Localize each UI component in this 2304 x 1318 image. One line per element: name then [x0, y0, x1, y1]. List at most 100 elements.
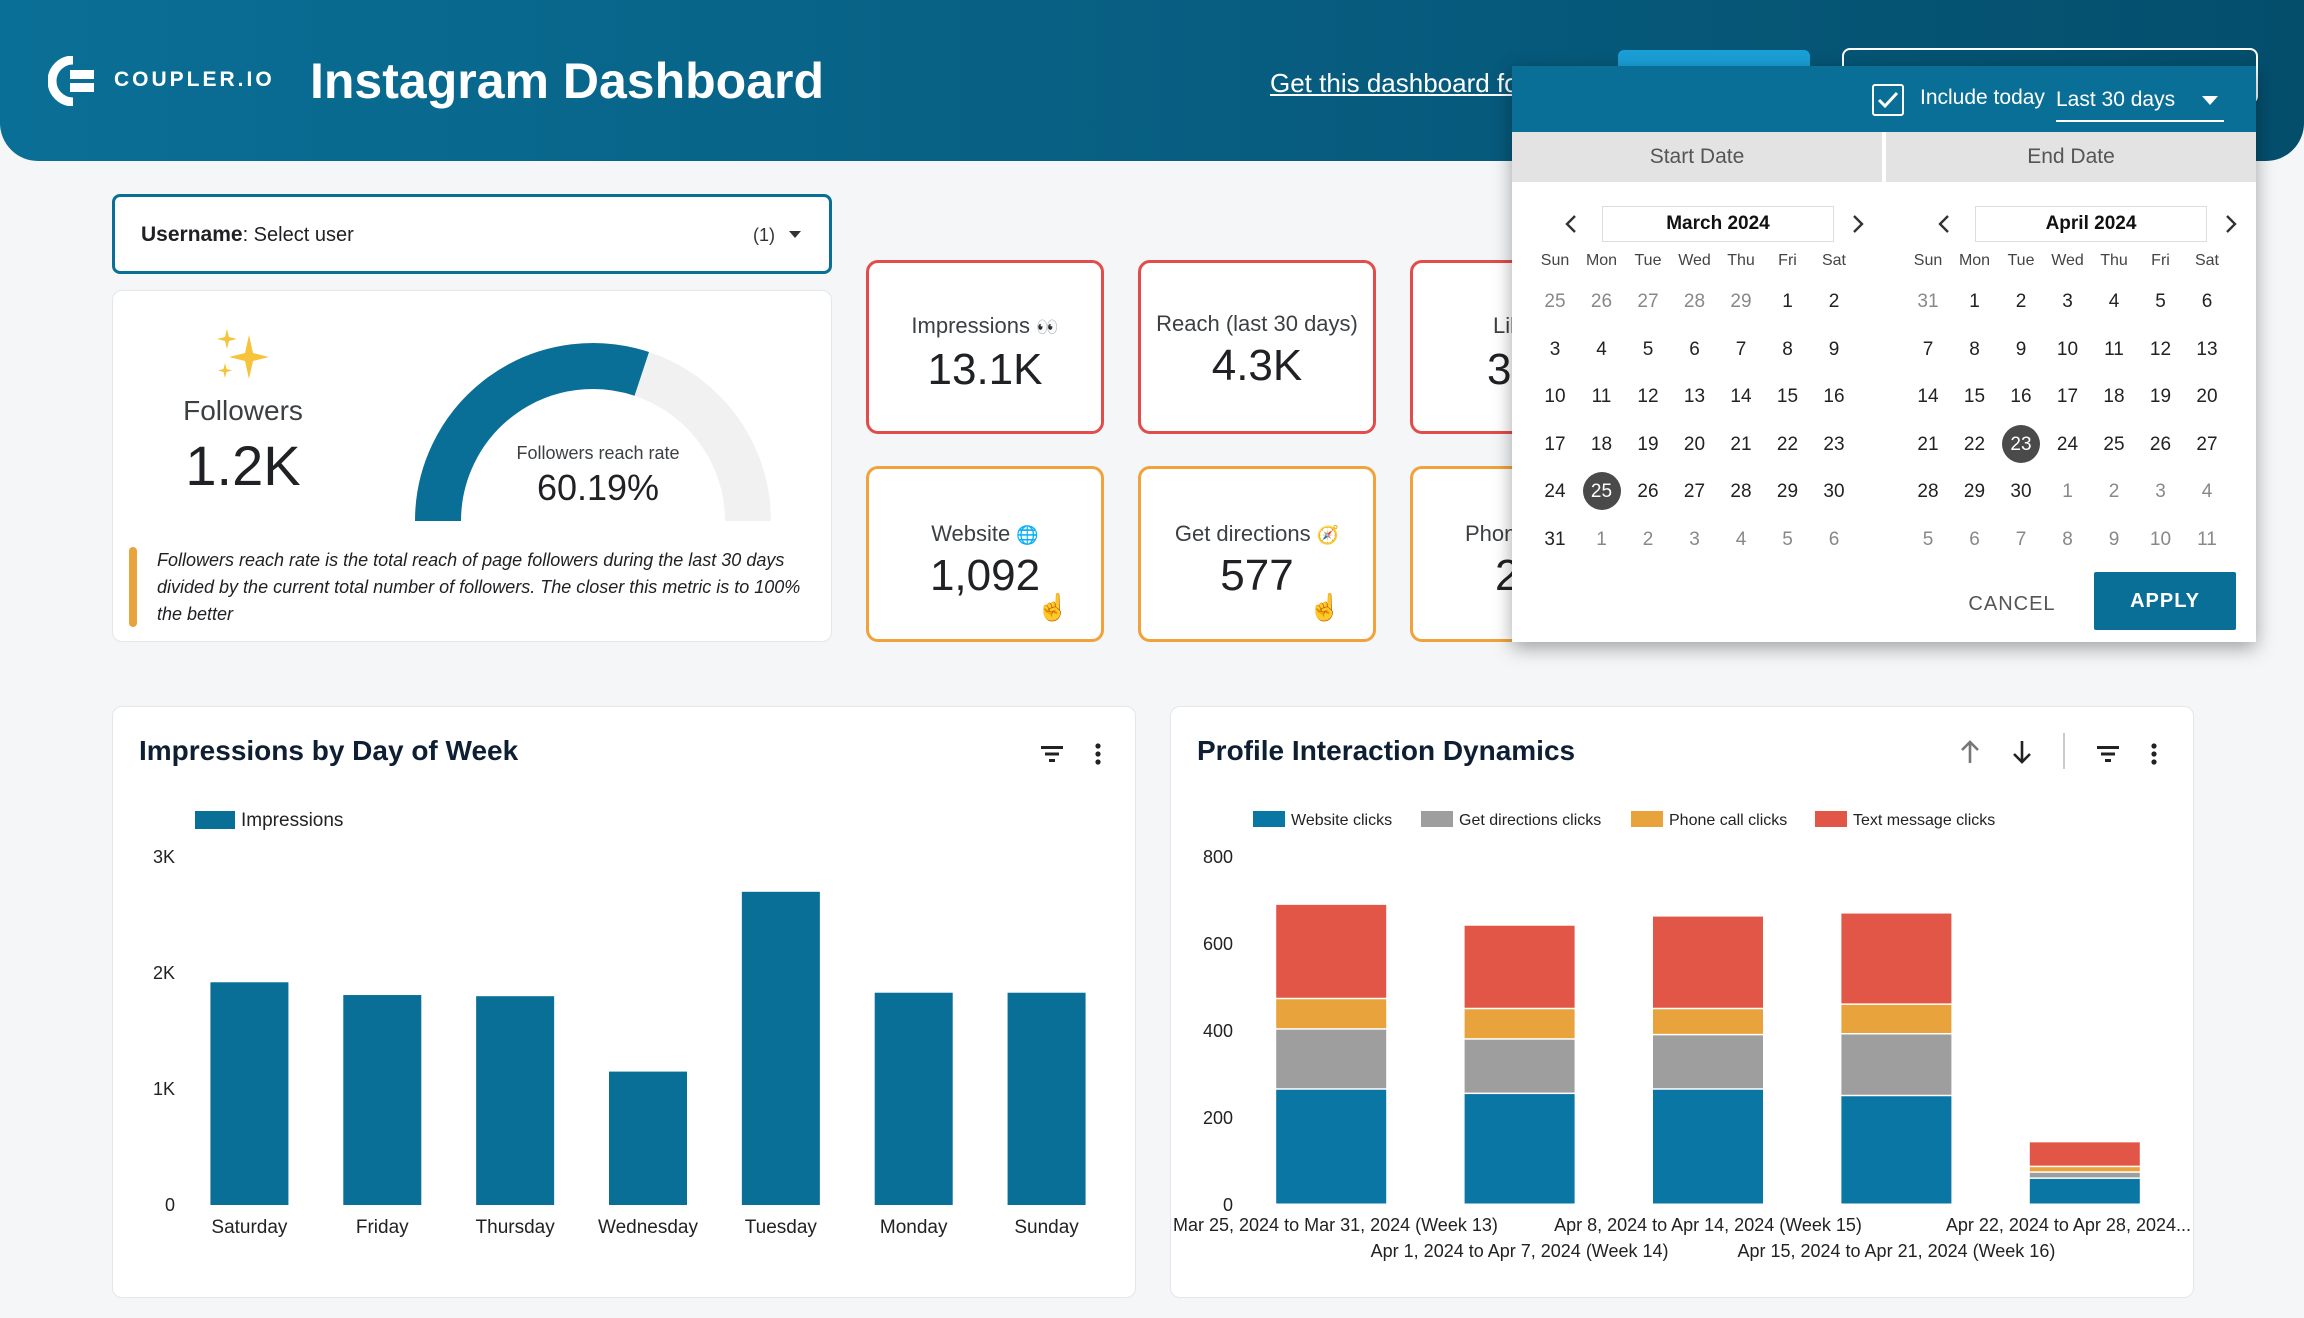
bar-segment[interactable] [1464, 1009, 1575, 1039]
tab-end-date[interactable]: End Date [1886, 132, 2256, 182]
calendar-day[interactable]: 26 [1637, 481, 1659, 502]
calendar-day[interactable]: 16 [1823, 386, 1845, 407]
calendar-day[interactable]: 27 [1637, 291, 1659, 312]
sort-ascending-icon[interactable] [1955, 737, 1985, 767]
range-select[interactable]: Last 30 days [2056, 88, 2176, 111]
sort-descending-icon[interactable] [2007, 737, 2037, 767]
calendar-day[interactable]: 23 [1998, 424, 2044, 463]
calendar-day[interactable]: 8 [2062, 528, 2073, 550]
calendar-day[interactable]: 10 [2149, 528, 2172, 550]
bar-impressions[interactable] [874, 992, 953, 1205]
calendar-day[interactable]: 17 [2056, 386, 2079, 407]
calendar-day[interactable]: 9 [2015, 338, 2027, 360]
bar-segment[interactable] [1464, 1039, 1575, 1093]
chevron-down-icon[interactable] [2202, 96, 2218, 105]
calendar-day[interactable]: 27 [1683, 481, 1706, 502]
calendar-day[interactable]: 31 [1544, 528, 1566, 550]
calendar-day[interactable]: 2 [1642, 528, 1654, 550]
bar-segment[interactable] [1276, 1089, 1387, 1204]
calendar-day[interactable]: 2 [2015, 291, 2027, 312]
calendar-day[interactable]: 28 [1917, 481, 1939, 502]
calendar-day[interactable]: 19 [1637, 433, 1659, 455]
calendar-day[interactable]: 16 [2010, 386, 2032, 407]
calendar-day[interactable]: 10 [2056, 338, 2079, 360]
calendar-day[interactable]: 6 [2201, 291, 2213, 312]
bar-segment[interactable] [1653, 916, 1763, 1008]
calendar-day[interactable]: 6 [1969, 528, 1980, 550]
calendar-day[interactable]: 29 [1730, 291, 1752, 312]
include-today-checkbox[interactable] [1872, 84, 1904, 116]
bar-segment[interactable] [1276, 999, 1387, 1029]
bar-segment[interactable] [1276, 1029, 1387, 1089]
calendar-day[interactable]: 21 [1917, 433, 1939, 455]
calendar-day[interactable]: 20 [1683, 433, 1706, 455]
calendar-day[interactable]: 14 [1917, 386, 1939, 407]
calendar-month-title[interactable]: April 2024 [1975, 206, 2207, 242]
calendar-day[interactable]: 31 [1917, 291, 1939, 312]
bar-segment[interactable] [1464, 925, 1575, 1008]
calendar-day[interactable]: 8 [1782, 338, 1793, 360]
calendar-day[interactable]: 6 [1689, 338, 1700, 360]
username-filter[interactable]: Username: Select user (1) [112, 194, 832, 274]
chevron-down-icon[interactable] [789, 231, 801, 238]
calendar-day[interactable]: 27 [2196, 433, 2218, 455]
bar-segment[interactable] [2029, 1142, 2140, 1166]
tab-start-date[interactable]: Start Date [1512, 132, 1882, 182]
calendar-day[interactable]: 7 [1735, 338, 1747, 360]
calendar-day[interactable]: 19 [2149, 386, 2172, 407]
calendar-day[interactable]: 1 [1782, 291, 1793, 312]
bar-segment[interactable] [2029, 1178, 2140, 1204]
filter-icon[interactable] [1037, 739, 1067, 769]
calendar-day[interactable]: 5 [1922, 528, 1934, 550]
bar-impressions[interactable] [609, 1071, 687, 1205]
calendar-day[interactable]: 18 [2103, 386, 2125, 407]
bar-impressions[interactable] [476, 996, 555, 1205]
filter-icon[interactable] [2093, 739, 2123, 769]
calendar-day[interactable]: 5 [1782, 528, 1793, 550]
calendar-day[interactable]: 26 [2149, 433, 2172, 455]
calendar-day[interactable]: 21 [1730, 433, 1752, 455]
calendar-day[interactable]: 30 [2010, 481, 2032, 502]
bar-segment[interactable] [1841, 913, 1952, 1004]
calendar-day[interactable]: 28 [1683, 291, 1706, 312]
calendar-day[interactable]: 7 [1922, 338, 1934, 360]
calendar-day[interactable]: 1 [1969, 291, 1980, 312]
bar-segment[interactable] [1841, 1096, 1952, 1204]
calendar-day[interactable]: 4 [1596, 338, 1607, 360]
calendar-day[interactable]: 5 [2155, 291, 2166, 312]
calendar-day[interactable]: 1 [2062, 481, 2073, 502]
calendar-day[interactable]: 11 [1591, 386, 1612, 407]
calendar-day[interactable]: 24 [2056, 433, 2079, 455]
calendar-day[interactable]: 22 [1963, 433, 1986, 455]
calendar-day[interactable]: 23 [1823, 433, 1845, 455]
bar-impressions[interactable] [210, 982, 289, 1205]
calendar-day[interactable]: 2 [2108, 481, 2120, 502]
calendar-day[interactable]: 20 [2196, 386, 2218, 407]
calendar-day[interactable]: 13 [1683, 386, 1706, 407]
calendar-day[interactable]: 24 [1544, 481, 1566, 502]
calendar-day[interactable]: 4 [2201, 481, 2213, 502]
apply-button[interactable]: APPLY [2094, 572, 2236, 630]
bar-segment[interactable] [2029, 1167, 2140, 1172]
calendar-day[interactable]: 22 [1776, 433, 1799, 455]
calendar-day[interactable]: 12 [1637, 386, 1659, 407]
calendar-day[interactable]: 3 [1549, 338, 1561, 360]
calendar-day[interactable]: 8 [1969, 338, 1980, 360]
calendar-day[interactable]: 5 [1642, 338, 1654, 360]
bar-segment[interactable] [1841, 1004, 1952, 1033]
get-dashboard-link[interactable]: Get this dashboard fo [1270, 68, 1519, 98]
bar-segment[interactable] [1653, 1035, 1763, 1089]
calendar-day[interactable]: 3 [2062, 291, 2073, 312]
more-options-icon[interactable] [2139, 739, 2169, 769]
bar-segment[interactable] [1276, 904, 1387, 998]
calendar-day[interactable]: 30 [1823, 481, 1845, 502]
bar-impressions[interactable] [1007, 992, 1086, 1205]
calendar-day[interactable]: 3 [1689, 528, 1700, 550]
chevron-right-icon[interactable] [1845, 212, 1869, 236]
click-hand-icon[interactable]: ☝ [1036, 592, 1069, 622]
calendar-day[interactable]: 1 [1596, 528, 1607, 550]
bar-segment[interactable] [1653, 1009, 1763, 1034]
calendar-day[interactable]: 11 [2104, 338, 2124, 360]
calendar-day[interactable]: 4 [1735, 528, 1747, 550]
calendar-day[interactable]: 25 [2103, 433, 2125, 455]
